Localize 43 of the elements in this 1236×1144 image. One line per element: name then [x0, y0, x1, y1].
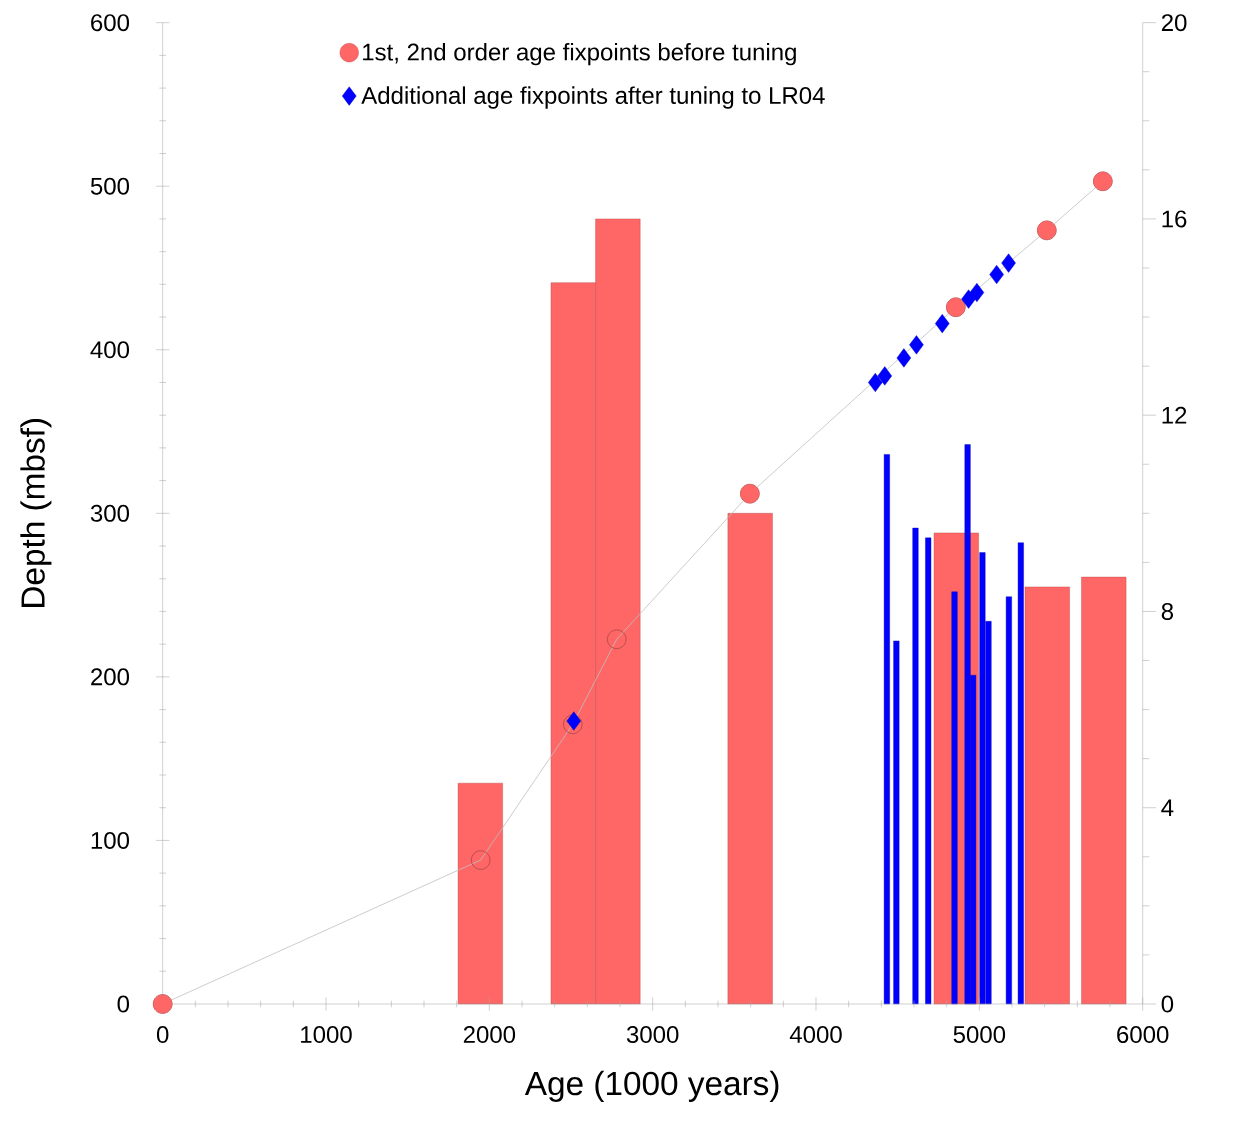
y-tick-label: 300	[90, 504, 130, 522]
bar	[457, 782, 503, 1005]
y2-tick-label: 12	[1162, 406, 1187, 424]
point	[909, 335, 924, 355]
bar	[1017, 542, 1024, 1005]
y-tick-label: 100	[91, 831, 130, 849]
point	[868, 372, 883, 393]
point	[969, 282, 985, 303]
point	[989, 265, 1004, 285]
y-axis-title: Depth (mbsf)	[20, 419, 52, 607]
y-tick-label: 0	[117, 995, 130, 1013]
x-tick-label: 1000	[301, 1026, 352, 1044]
y-tick-label: 200	[91, 668, 130, 686]
y-tick-label: 600	[91, 14, 130, 32]
x-tick-label: 5000	[953, 1026, 1006, 1044]
x-axis-title: Age (1000 years)	[524, 1070, 779, 1102]
bar	[727, 513, 773, 1005]
point	[877, 366, 892, 386]
point	[935, 314, 950, 334]
legend-label: Additional age fixpoints after tuning to LR04	[361, 86, 825, 109]
x-tick-label: 2000	[463, 1026, 516, 1044]
bar	[893, 640, 900, 1005]
y2-tick-label: 0	[1161, 995, 1174, 1013]
point	[1001, 253, 1016, 273]
y2-tick-label: 16	[1162, 210, 1187, 228]
bar	[1024, 586, 1070, 1005]
bar	[925, 537, 932, 1005]
point	[896, 348, 912, 368]
x-tick-label: 6000	[1117, 1026, 1169, 1044]
x-tick-label: 0	[156, 1026, 169, 1044]
bar	[912, 527, 919, 1005]
bar	[883, 454, 890, 1005]
bar	[951, 591, 958, 1005]
y2-tick-label: 8	[1161, 602, 1174, 620]
y2-tick-label: 20	[1161, 14, 1187, 32]
bar	[1005, 596, 1012, 1005]
legend-label: 1st, 2nd order age fixpoints before tuning	[363, 42, 796, 66]
x-tick-label: 4000	[789, 1026, 842, 1044]
y2-tick-label: 4	[1161, 799, 1174, 816]
x-tick-label: 3000	[626, 1026, 679, 1044]
bar	[1081, 576, 1127, 1005]
y-tick-label: 500	[90, 177, 130, 195]
y-tick-label: 400	[90, 341, 130, 359]
